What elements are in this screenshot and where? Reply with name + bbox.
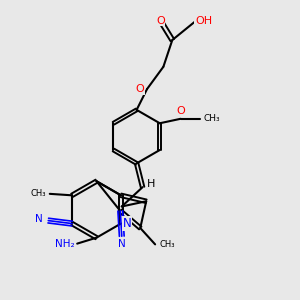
Text: N: N bbox=[122, 217, 131, 230]
Text: O: O bbox=[135, 84, 144, 94]
Text: N: N bbox=[35, 214, 43, 224]
Text: O: O bbox=[156, 16, 165, 26]
Text: H: H bbox=[147, 179, 156, 189]
Text: NH₂: NH₂ bbox=[56, 238, 75, 249]
Text: CH₃: CH₃ bbox=[159, 240, 175, 249]
Text: OH: OH bbox=[195, 16, 212, 26]
Text: CH₃: CH₃ bbox=[203, 114, 220, 123]
Text: N: N bbox=[118, 238, 126, 249]
Text: O: O bbox=[176, 106, 185, 116]
Text: CH₃: CH₃ bbox=[30, 189, 46, 198]
